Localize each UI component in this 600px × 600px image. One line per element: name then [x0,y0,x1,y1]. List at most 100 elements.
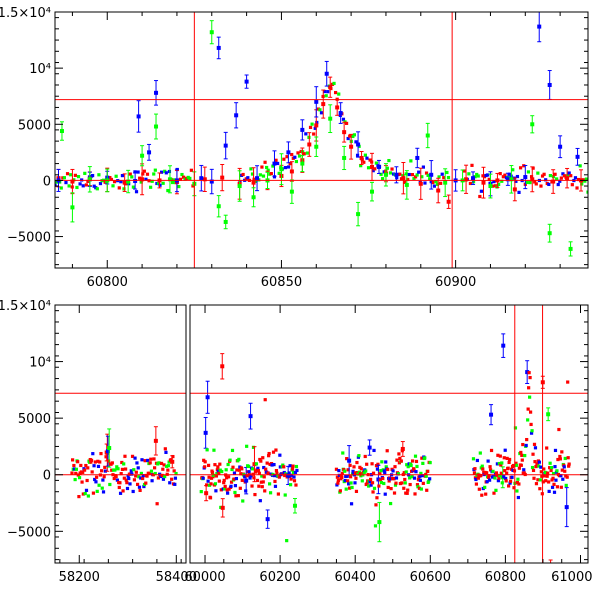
cloud-point [149,185,153,189]
cloud-point [434,180,438,184]
cloud-point [136,170,140,174]
cloud-point [538,487,542,491]
cloud-point [385,449,389,453]
cloud-point [412,476,417,480]
cloud-point [431,180,435,185]
cloud-point [559,485,563,489]
x-tick-label: 60800 [87,275,128,290]
cloud-point [130,175,134,179]
cloud-point [471,180,476,184]
cloud-point [354,140,358,144]
cloud-point [583,179,587,183]
cloud-point [116,467,120,471]
cloud-point [92,464,96,468]
cloud-point [403,477,407,482]
cloud-point [414,459,419,464]
cloud-point [269,172,273,176]
cloud-point [559,176,563,180]
cloud-point [290,152,294,157]
cloud-point [527,371,531,375]
cloud-point [153,471,157,476]
cloud-point [364,469,368,473]
cloud-point [549,465,554,470]
cloud-point [206,463,211,467]
cloud-point [277,475,281,479]
cloud-point [84,488,89,492]
cloud-point [86,494,90,498]
cloud-point [510,475,514,479]
cloud-point [258,173,262,177]
cloud-point [412,468,416,472]
cloud-point [282,157,286,161]
cloud-point [544,479,548,483]
cloud-point [409,463,413,468]
data-point [147,150,152,155]
cloud-point [256,466,260,470]
cloud-point [389,486,393,491]
cloud-point [480,493,484,497]
cloud-point [495,462,499,466]
cloud-point [496,479,500,483]
cloud-point [576,177,581,182]
cloud-point [402,180,407,184]
cloud-point [234,476,239,481]
cloud-point [337,469,341,473]
cloud-point [249,167,253,171]
cloud-point [539,184,543,188]
cloud-point [554,478,558,482]
cloud-point [232,471,237,475]
cloud-point [77,476,82,480]
cloud-point [214,489,218,493]
cloud-point [534,482,539,486]
cloud-point [217,471,221,475]
cloud-point [502,456,506,460]
cloud-point [294,159,299,164]
cloud-point [511,168,515,172]
cloud-point [277,171,281,175]
cloud-point [272,175,277,179]
cloud-point [293,155,297,159]
cloud-point [474,477,478,482]
cloud-point [567,462,571,466]
cloud-point [545,474,549,478]
cloud-point [393,465,397,469]
cloud-point [59,186,63,190]
cloud-point [578,164,582,168]
cloud-point [515,174,520,179]
cloud-point [355,153,360,157]
cloud-point [552,490,557,494]
cloud-point [440,172,444,176]
cloud-point [517,482,521,486]
cloud-point [410,459,415,463]
data-point [338,111,343,116]
cloud-point [118,491,123,495]
cloud-point [540,474,544,478]
cloud-point [424,171,429,175]
cloud-point [123,467,128,471]
y-tick-label: 0 [43,469,51,484]
cloud-point [138,176,142,180]
cloud-point [258,457,262,462]
cloud-point [150,179,154,183]
cloud-point [109,177,114,182]
cloud-point [240,467,244,471]
cloud-point [240,478,244,482]
cloud-point [486,459,490,463]
cloud-point [125,486,130,491]
data-point [126,179,131,184]
cloud-point [229,484,233,488]
data-point [564,505,569,510]
cloud-point [260,485,264,489]
cloud-point [267,454,271,458]
cloud-point [274,158,278,162]
cloud-point [544,178,548,182]
cloud-point [388,477,392,481]
cloud-point [508,479,513,483]
cloud-point [283,165,288,170]
cloud-point [532,476,536,480]
cloud-point [350,485,354,490]
cloud-point [226,475,231,479]
cloud-point [420,175,424,179]
cloud-point [153,168,157,172]
cloud-point [354,476,358,480]
